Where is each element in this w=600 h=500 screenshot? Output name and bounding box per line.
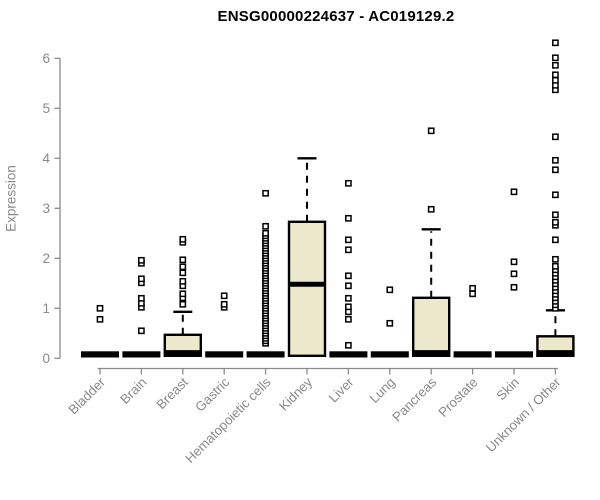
outlier-point bbox=[552, 211, 559, 219]
boxplot-flat-7 bbox=[370, 351, 409, 358]
outlier-point bbox=[386, 286, 394, 294]
boxplot-flat-0 bbox=[81, 351, 119, 358]
boxplot-flat-6 bbox=[329, 351, 368, 358]
outlier-point bbox=[262, 189, 269, 197]
outlier-point bbox=[552, 191, 559, 199]
y-axis-title: Expression bbox=[3, 165, 19, 232]
outlier-point bbox=[262, 222, 269, 230]
outlier-point bbox=[510, 188, 518, 196]
outlier-point bbox=[427, 205, 435, 213]
y-tick-label: 1 bbox=[42, 301, 50, 316]
outlier-point bbox=[220, 300, 228, 308]
outlier-point bbox=[179, 235, 187, 243]
outlier-point bbox=[552, 76, 559, 84]
x-tick-label: Liver bbox=[326, 374, 357, 405]
outlier-point bbox=[345, 315, 352, 323]
boxplot-flat-3 bbox=[205, 351, 244, 358]
outlier-point bbox=[552, 255, 559, 263]
y-tick-label: 2 bbox=[42, 251, 50, 266]
outlier-point bbox=[96, 304, 104, 312]
outlier-point bbox=[345, 272, 352, 280]
outlier-point bbox=[552, 71, 559, 79]
outlier-point bbox=[138, 275, 145, 283]
outlier-point bbox=[179, 277, 187, 285]
y-tick-label: 4 bbox=[42, 151, 50, 166]
outlier-point bbox=[552, 218, 559, 226]
outlier-point bbox=[510, 270, 518, 278]
outlier-point bbox=[345, 303, 352, 311]
outlier-point bbox=[552, 236, 559, 244]
outlier-point bbox=[552, 54, 559, 62]
outlier-point bbox=[552, 133, 559, 141]
outlier-point bbox=[179, 263, 187, 271]
outlier-point bbox=[138, 327, 145, 335]
outlier-point bbox=[552, 156, 559, 164]
x-tick-label: Lung bbox=[367, 375, 398, 406]
x-tick-label: Skin bbox=[493, 375, 522, 404]
boxplot-flat-1 bbox=[122, 351, 161, 358]
outlier-point bbox=[179, 290, 187, 298]
outlier-point bbox=[552, 166, 559, 174]
x-tick-label: Breast bbox=[153, 374, 191, 412]
outlier-point bbox=[179, 256, 187, 264]
outlier-point bbox=[96, 315, 104, 323]
x-tick-label: Prostate bbox=[435, 375, 480, 420]
outlier-point bbox=[179, 300, 187, 308]
box-8 bbox=[412, 296, 451, 357]
outlier-point bbox=[469, 284, 476, 292]
x-tick-label: Bladder bbox=[65, 374, 108, 417]
outlier-point bbox=[345, 214, 352, 222]
outlier-point bbox=[469, 290, 476, 298]
y-tick-label: 0 bbox=[42, 351, 50, 366]
outlier-point bbox=[510, 283, 518, 291]
x-tick-label: Pancreas bbox=[389, 374, 439, 424]
outlier-point bbox=[345, 294, 352, 302]
box-5 bbox=[287, 220, 327, 358]
chart-title: ENSG00000224637 - AC019129.2 bbox=[217, 8, 455, 25]
outlier-point bbox=[345, 236, 352, 244]
boxplot-flat-4 bbox=[246, 351, 285, 358]
outlier-point bbox=[510, 258, 518, 266]
y-tick-label: 6 bbox=[42, 51, 50, 66]
outlier-point bbox=[345, 179, 352, 187]
outlier-point bbox=[552, 262, 559, 270]
x-tick-label: Unknown / Other bbox=[483, 374, 564, 455]
outlier-point bbox=[179, 269, 187, 277]
outlier-point bbox=[345, 282, 352, 290]
outlier-point bbox=[138, 256, 145, 264]
outlier-point bbox=[138, 294, 145, 302]
outlier-point bbox=[262, 229, 269, 237]
y-tick-label: 3 bbox=[42, 201, 50, 216]
boxplot-flat-10 bbox=[495, 351, 533, 358]
x-tick-label: Gastric bbox=[192, 374, 232, 414]
outlier-point bbox=[552, 39, 559, 47]
outlier-point bbox=[552, 61, 559, 69]
x-tick-label: Brain bbox=[117, 375, 149, 407]
boxplot-flat-9 bbox=[453, 351, 492, 358]
outlier-point bbox=[345, 246, 352, 254]
x-tick-label: Kidney bbox=[276, 374, 315, 413]
outlier-point bbox=[220, 292, 228, 300]
outlier-point bbox=[427, 127, 435, 135]
y-tick-label: 5 bbox=[42, 101, 50, 116]
outlier-point bbox=[345, 341, 352, 349]
outlier-point bbox=[386, 319, 394, 327]
